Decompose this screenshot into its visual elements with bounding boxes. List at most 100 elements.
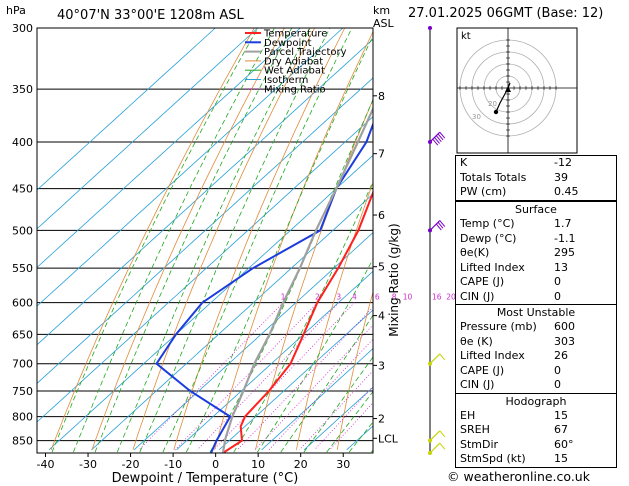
temp-tick-label: -10	[164, 458, 182, 471]
wet-adiabat-line	[209, 98, 373, 453]
mixing-ratio-line	[213, 302, 355, 451]
index-value: 303	[554, 334, 575, 348]
pressure-tick-label: 800	[12, 411, 33, 424]
index-value: 0	[554, 275, 561, 288]
wet-adiabat-line	[162, 28, 353, 453]
temp-tick-label: 20	[294, 458, 308, 471]
pressure-tick-label: 700	[12, 358, 33, 371]
index-label: SREH	[460, 423, 490, 436]
legend-label: Dry Adiabat	[264, 56, 323, 67]
right-unit-top: km	[373, 4, 390, 17]
dry-adiabat-line	[91, 28, 285, 450]
index-row: CAPE (J) 0	[456, 364, 616, 379]
left-unit: hPa	[6, 4, 26, 17]
index-value: 295	[554, 246, 575, 259]
wind-barb-flag	[437, 222, 444, 229]
dry-adiabat-line	[255, 98, 373, 450]
pressure-tick-label: 550	[12, 262, 33, 275]
profiles	[155, 106, 373, 453]
index-row: EH 15	[456, 409, 616, 424]
index-row: CAPE (J) 0	[456, 275, 616, 290]
index-value: 39	[554, 170, 568, 184]
pressure-tick-label: 650	[12, 328, 33, 341]
index-label: Lifted Index	[460, 349, 525, 362]
wet-adiabat-line	[257, 258, 373, 453]
index-row: CIN (J) 0	[456, 290, 616, 305]
pressure-tick-label: 850	[12, 435, 33, 448]
pressure-tick-label: 750	[12, 385, 33, 398]
index-value: 26	[554, 349, 568, 362]
wind-barb-flag	[434, 137, 440, 144]
wind-barb-flag	[439, 442, 446, 450]
dry-adiabat-line	[214, 30, 373, 450]
wind-barb-flag	[432, 138, 439, 146]
isotherm-line	[37, 77, 373, 384]
wind-barb-flag	[439, 430, 446, 438]
wind-barb-flag	[437, 133, 444, 141]
legend-label: Dewpoint	[264, 38, 312, 49]
mixing-ratio-label: 6	[375, 293, 380, 302]
isotherm-line	[37, 28, 259, 230]
mixing-ratio-label: 1	[281, 293, 286, 302]
pressure-tick-label: 500	[12, 224, 33, 237]
index-label: StmSpd (kt)	[460, 452, 526, 465]
mixing-ratio-line	[329, 402, 373, 451]
index-value: 15	[554, 452, 568, 465]
hodograph-frame	[456, 27, 578, 154]
hodograph-title: Hodograph	[505, 394, 567, 408]
mixing-ratio-label: 20	[446, 293, 456, 302]
index-row: SREH 67	[456, 423, 616, 438]
surface-title: Surface	[515, 203, 557, 216]
surface-section: Surface Temp (°C) 1.7 Dewp (°C) -1.1 θe(K) 29…	[456, 202, 616, 304]
axes: 1234681016202530035040045050055060065070…	[12, 22, 471, 471]
storm-motion-dot	[493, 109, 499, 115]
temp-tick-label: 0	[212, 458, 219, 471]
index-row: CIN (J) 0	[456, 378, 616, 393]
index-row: Lifted Index 26	[456, 349, 616, 364]
isotherm-line	[303, 386, 373, 451]
index-row: Temp (°C) 1.7	[456, 217, 616, 232]
wind-profile	[428, 26, 446, 455]
temp-tick-label: -40	[37, 458, 55, 471]
isotherm-line	[37, 28, 344, 307]
hodograph: kt 20 30	[456, 27, 578, 154]
index-label: K	[460, 156, 468, 169]
mixing-ratio-label: 10	[403, 293, 413, 302]
km-tick-label: LCL	[378, 432, 399, 445]
wind-barb-staff	[429, 220, 441, 231]
hodograph-ring-label: 30	[472, 113, 481, 121]
wind-barb-staff	[429, 131, 441, 143]
index-label: CAPE (J)	[460, 363, 505, 377]
isotherm-line	[261, 348, 373, 451]
wind-barb-flag	[439, 131, 446, 139]
parcel-trajectory-line	[221, 106, 373, 453]
wet-adiabat-line	[73, 28, 275, 453]
mixing-ratio-line	[237, 306, 373, 451]
dry-adiabat-line	[336, 290, 373, 450]
wet-adiabat-line	[233, 180, 373, 453]
isotherm-line	[91, 193, 373, 451]
index-value: 60°	[554, 437, 574, 451]
index-value: -1.1	[554, 231, 576, 245]
wind-barb-staff	[429, 353, 441, 365]
index-value: 0.45	[554, 185, 579, 198]
temp-tick-label: -20	[122, 458, 140, 471]
km-tick-label: 4	[378, 310, 385, 323]
isotherm-line	[48, 154, 373, 451]
isotherm-line	[37, 116, 373, 423]
index-label: Lifted Index	[460, 260, 525, 274]
index-label: EH	[460, 408, 476, 422]
wind-barb-dot	[428, 26, 432, 30]
wet-adiabat-line	[303, 356, 373, 453]
index-row: PW (cm) 0.45	[456, 185, 616, 200]
unstable-section: Most Unstable Pressure (mb) 600 θe (K) 303 L…	[456, 304, 616, 393]
index-row: Pressure (mb) 600	[456, 320, 616, 335]
km-tick-label: 2	[378, 413, 385, 426]
isotherm-line	[37, 28, 216, 191]
right-unit-bottom: ASL	[373, 17, 395, 30]
wind-barb-flag	[435, 135, 442, 142]
wet-adiabat-line	[185, 35, 373, 453]
pressure-tick-label: 600	[12, 297, 33, 310]
hodograph-marker	[505, 86, 511, 92]
index-value: 600	[554, 320, 575, 333]
